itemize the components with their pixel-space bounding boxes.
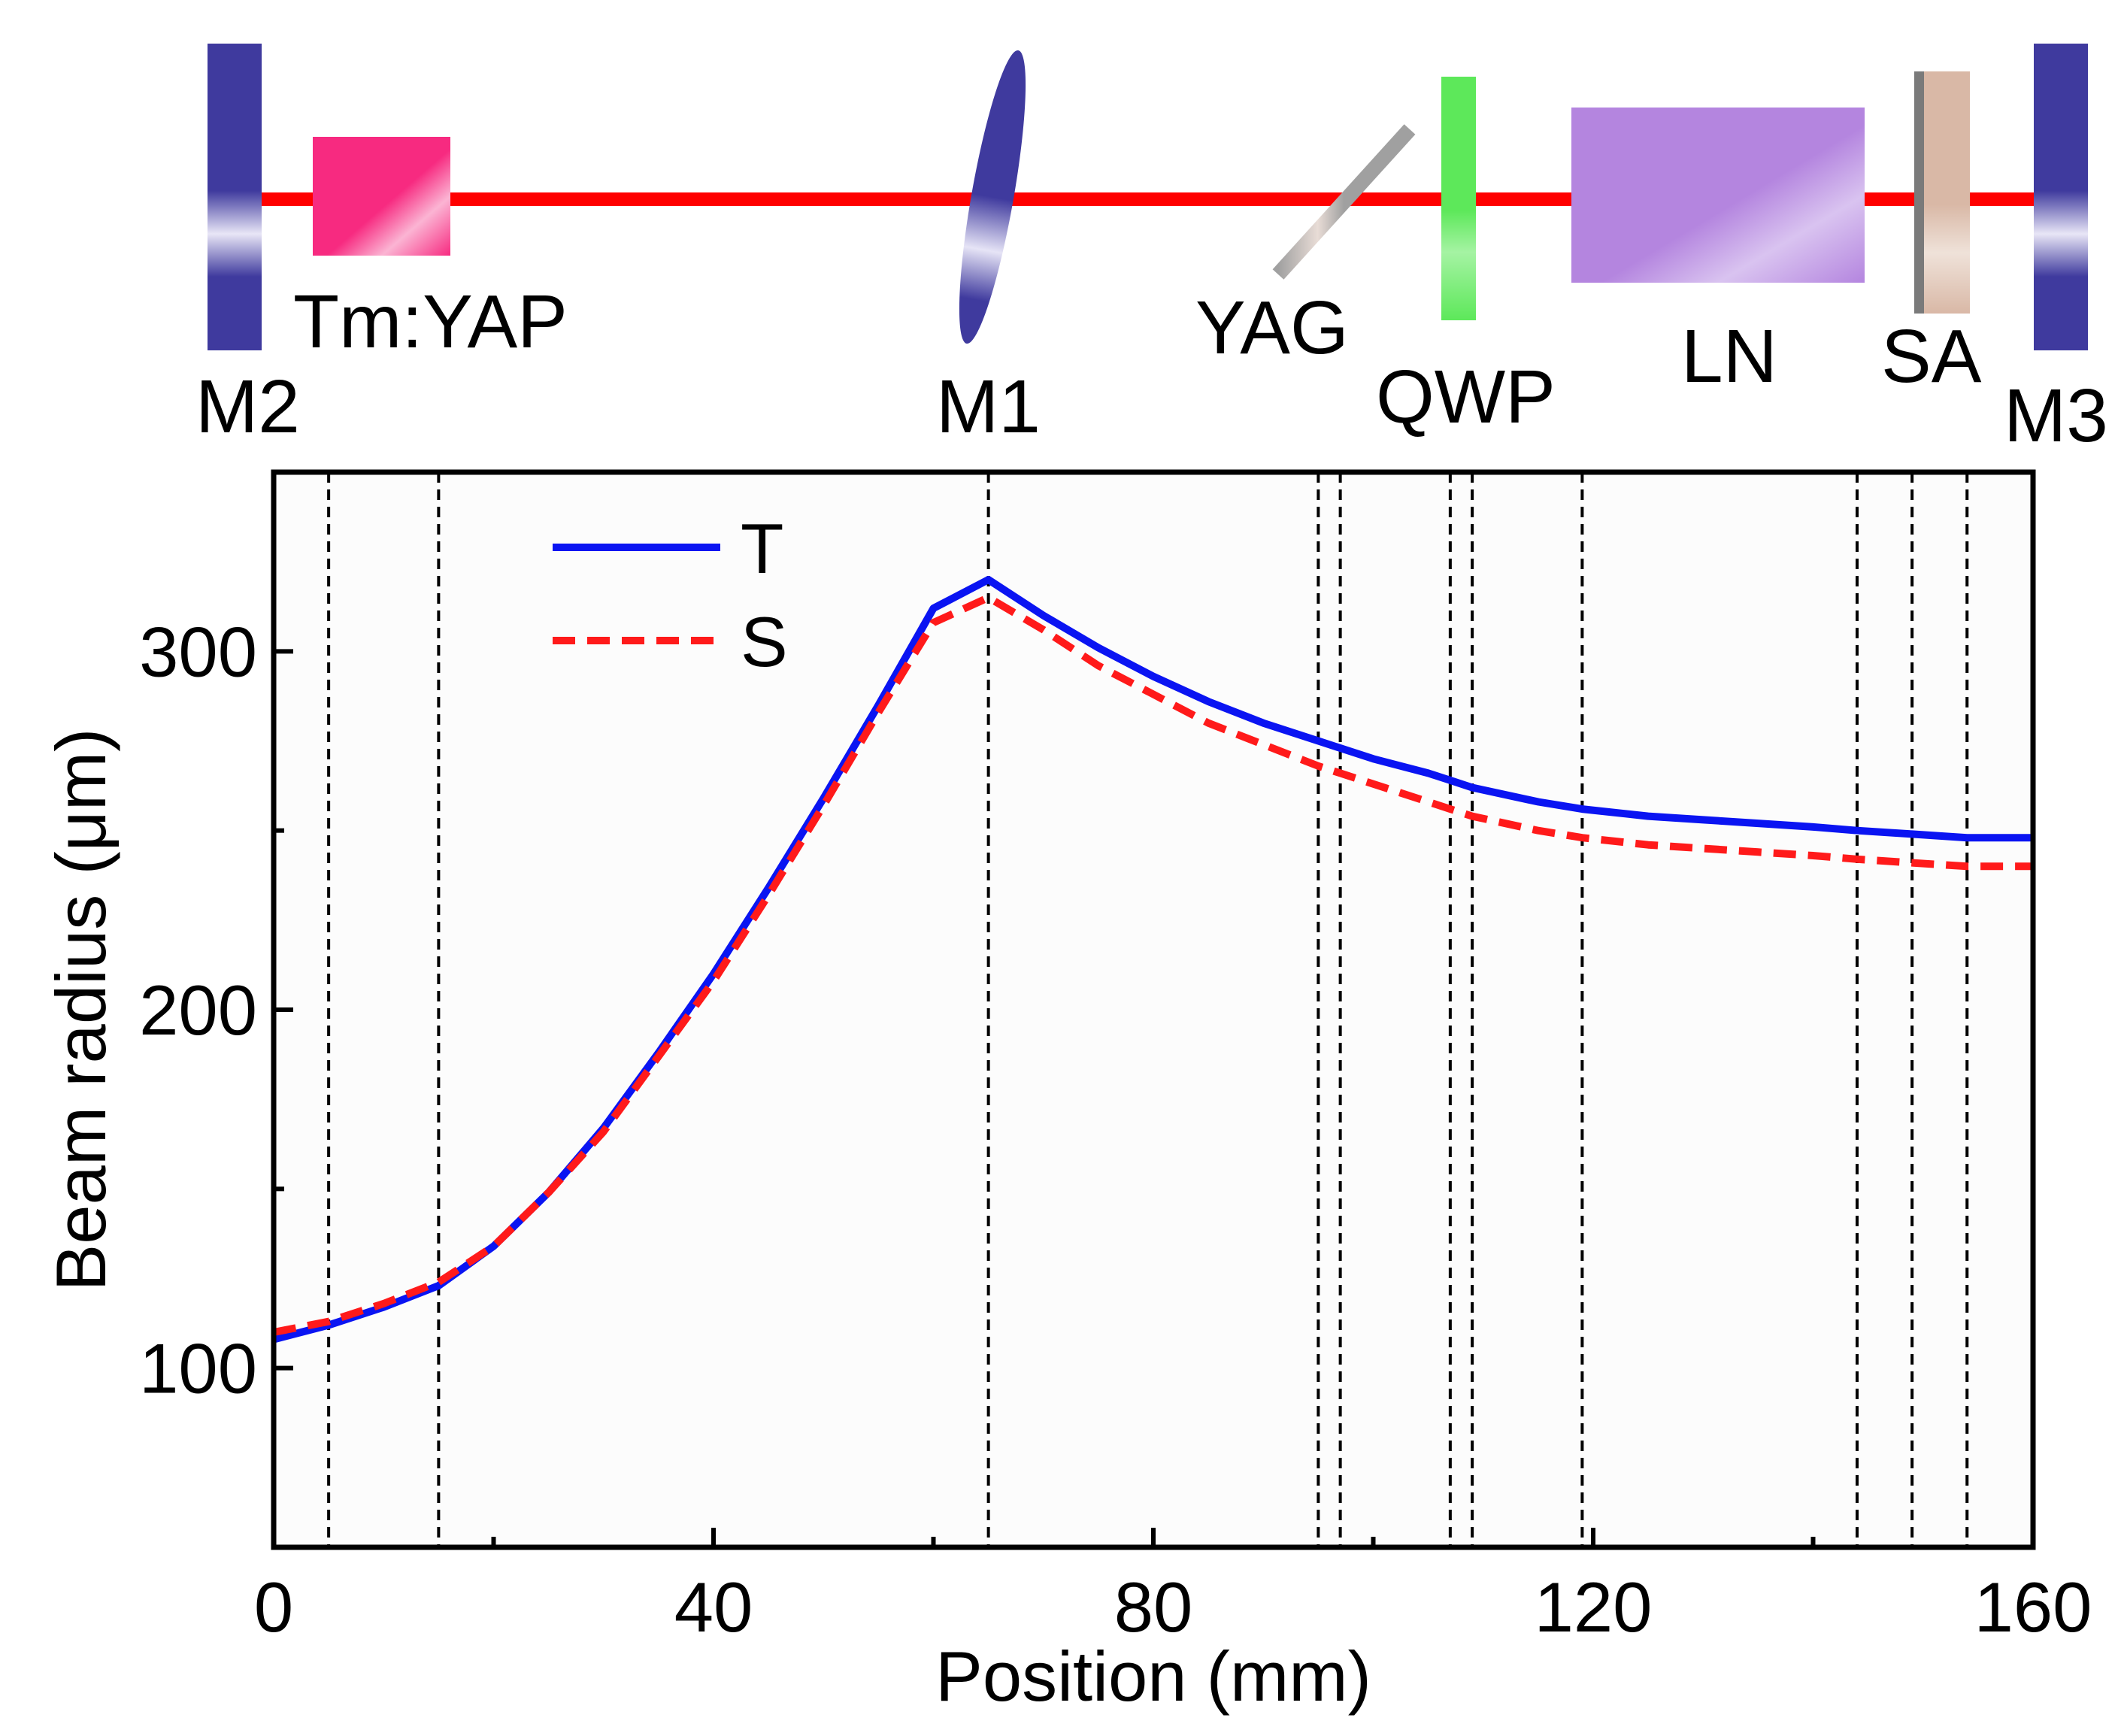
plot-area xyxy=(274,472,2033,1547)
qwp-plate xyxy=(1441,77,1476,320)
label-tm-yap: Tm:YAP xyxy=(293,280,568,364)
label-qwp: QWP xyxy=(1376,355,1556,439)
label-ln: LN xyxy=(1681,314,1777,398)
crystal-tm-yap xyxy=(313,137,450,256)
mirror-m3 xyxy=(2034,44,2088,350)
legend: T S xyxy=(553,509,788,681)
y-axis: 100 200 300 xyxy=(139,612,293,1408)
label-sa: SA xyxy=(1881,314,1982,398)
mirror-m2 xyxy=(208,44,262,350)
component-boundaries xyxy=(327,472,1969,1547)
label-m2: M2 xyxy=(195,365,300,449)
x-tick-label-160: 160 xyxy=(1974,1568,2092,1647)
y-tick-label-200: 200 xyxy=(139,971,257,1050)
series-line-t xyxy=(272,576,2033,1344)
label-m3: M3 xyxy=(2004,374,2108,458)
legend-label-s: S xyxy=(741,602,788,681)
label-m1: M1 xyxy=(936,365,1041,449)
y-tick-label-300: 300 xyxy=(139,612,257,691)
x-tick-label-120: 120 xyxy=(1535,1568,1653,1647)
legend-label-t: T xyxy=(741,509,783,588)
yag-plate xyxy=(1272,124,1416,280)
y-axis-label: Beam radius (μm) xyxy=(41,729,120,1292)
x-tick-label-0: 0 xyxy=(254,1568,293,1647)
ln-crystal xyxy=(1571,108,1865,283)
sa-substrate-line xyxy=(1914,71,1924,314)
beam-radius-chart: 0 40 80 120 160 100 200 300 Position (mm) Beam… xyxy=(41,469,2092,1716)
series-layer xyxy=(272,576,2033,1344)
y-tick-label-100: 100 xyxy=(139,1329,257,1408)
cavity-schematic: M2 Tm:YAP M1 YAG QWP LN SA M3 xyxy=(195,44,2108,458)
x-tick-label-40: 40 xyxy=(674,1568,753,1647)
series-line-s xyxy=(273,593,2033,1336)
x-axis: 0 40 80 120 160 xyxy=(254,1528,2092,1647)
lens-m1 xyxy=(959,50,1026,344)
x-axis-label: Position (mm) xyxy=(935,1637,1371,1716)
sa-absorber xyxy=(1919,71,1970,314)
label-yag: YAG xyxy=(1195,286,1349,370)
x-tick-label-80: 80 xyxy=(1114,1568,1193,1647)
